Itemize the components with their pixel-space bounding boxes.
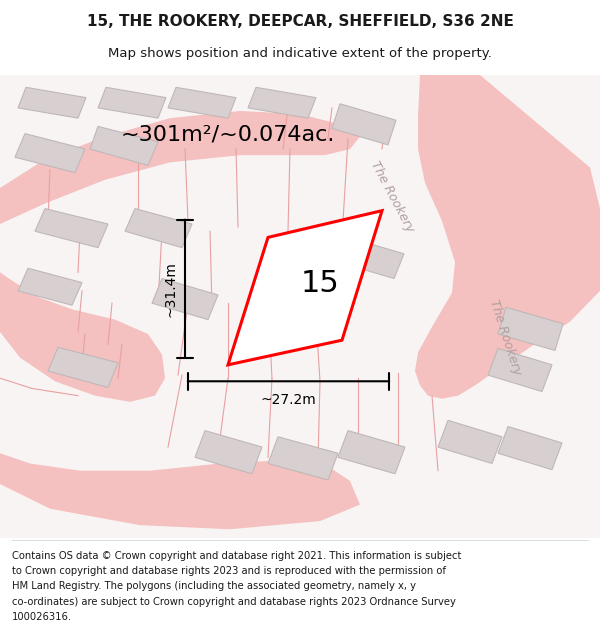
Text: 15, THE ROOKERY, DEEPCAR, SHEFFIELD, S36 2NE: 15, THE ROOKERY, DEEPCAR, SHEFFIELD, S36… (86, 14, 514, 29)
Text: ~31.4m: ~31.4m (163, 261, 177, 317)
Polygon shape (415, 75, 600, 399)
Text: ~27.2m: ~27.2m (260, 392, 316, 407)
Polygon shape (338, 238, 404, 279)
Text: to Crown copyright and database rights 2023 and is reproduced with the permissio: to Crown copyright and database rights 2… (12, 566, 446, 576)
Polygon shape (0, 111, 360, 224)
Text: ~301m²/~0.074ac.: ~301m²/~0.074ac. (121, 124, 335, 144)
Polygon shape (48, 348, 118, 388)
Polygon shape (90, 126, 158, 166)
Text: The Rookery: The Rookery (487, 298, 523, 376)
Polygon shape (18, 268, 82, 305)
Polygon shape (488, 348, 552, 391)
Text: 100026316.: 100026316. (12, 612, 72, 622)
Polygon shape (0, 272, 165, 402)
Polygon shape (195, 431, 262, 474)
Text: Map shows position and indicative extent of the property.: Map shows position and indicative extent… (108, 48, 492, 61)
Text: co-ordinates) are subject to Crown copyright and database rights 2023 Ordnance S: co-ordinates) are subject to Crown copyr… (12, 596, 456, 606)
Polygon shape (0, 75, 600, 538)
Text: 15: 15 (301, 269, 340, 298)
Polygon shape (498, 426, 562, 469)
Polygon shape (15, 134, 85, 172)
Polygon shape (332, 104, 396, 145)
Polygon shape (338, 431, 405, 474)
Polygon shape (228, 211, 382, 365)
Text: HM Land Registry. The polygons (including the associated geometry, namely x, y: HM Land Registry. The polygons (includin… (12, 581, 416, 591)
Text: Contains OS data © Crown copyright and database right 2021. This information is : Contains OS data © Crown copyright and d… (12, 551, 461, 561)
Polygon shape (498, 308, 563, 351)
Polygon shape (18, 88, 86, 118)
Text: The Rookery: The Rookery (368, 159, 416, 234)
Polygon shape (438, 421, 502, 464)
Polygon shape (168, 88, 236, 118)
Polygon shape (268, 437, 338, 480)
Polygon shape (98, 88, 166, 118)
Polygon shape (248, 88, 316, 118)
Polygon shape (125, 209, 192, 248)
Polygon shape (35, 209, 108, 248)
Polygon shape (0, 453, 360, 529)
Polygon shape (152, 279, 218, 319)
